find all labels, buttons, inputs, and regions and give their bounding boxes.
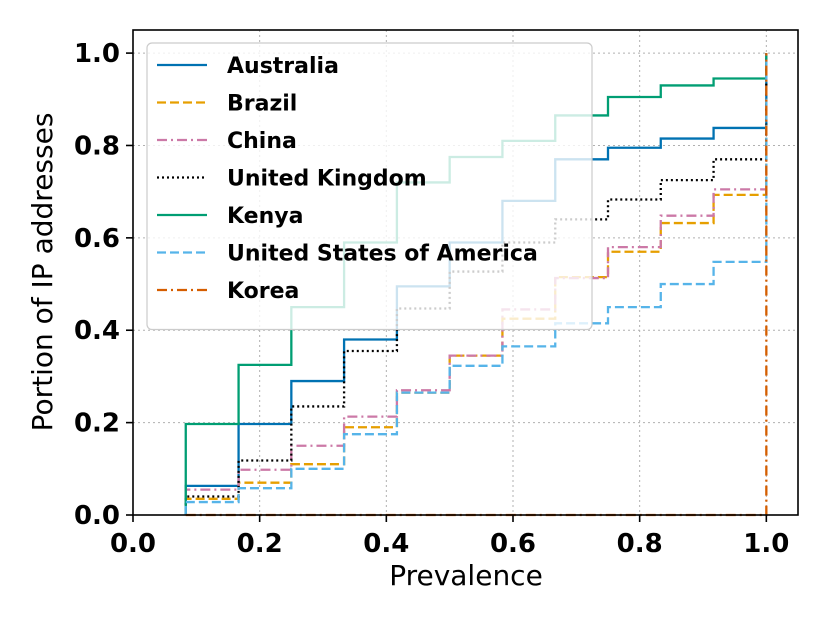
- y-tick-label: 0.0: [74, 501, 120, 531]
- y-tick-label: 0.8: [74, 131, 120, 161]
- series-line-china: [184, 53, 768, 515]
- y-tick-label: 1.0: [74, 39, 120, 69]
- series-line-united-kingdom: [184, 53, 768, 515]
- x-axis-label: Prevalence: [389, 559, 543, 592]
- y-tick-label: 0.6: [74, 224, 120, 254]
- legend: Australia Brazil China United Kingdom Kenya U…: [146, 42, 593, 331]
- series-line-united-states-of-america: [184, 53, 768, 515]
- y-tick-label: 0.2: [74, 409, 120, 439]
- x-tick-label: 0.0: [110, 529, 156, 559]
- x-tick-label: 1.0: [743, 529, 789, 559]
- y-axis-label: Portion of IP addresses: [26, 113, 59, 432]
- legend-label-china: China: [227, 129, 297, 154]
- ticks: 0.0 0.2 0.4 0.6 0.8 1.0 0.0 0.2 0.4 0.6 0.8 1.0: [74, 39, 789, 559]
- legend-label-brazil: Brazil: [227, 92, 297, 117]
- x-tick-label: 0.6: [490, 529, 536, 559]
- x-tick-label: 0.2: [237, 529, 283, 559]
- plot-frame: [132, 29, 799, 516]
- legend-label-australia: Australia: [227, 54, 339, 79]
- legend-box: [146, 42, 593, 331]
- legend-label-korea: Korea: [227, 279, 299, 304]
- y-tick-label: 0.4: [74, 316, 120, 346]
- legend-label-united-kingdom: United Kingdom: [227, 167, 427, 192]
- x-tick-label: 0.4: [363, 529, 409, 559]
- legend-label-united-states-of-america: United States of America: [227, 242, 538, 267]
- x-tick-label: 0.8: [617, 529, 663, 559]
- legend-label-kenya: Kenya: [227, 204, 303, 229]
